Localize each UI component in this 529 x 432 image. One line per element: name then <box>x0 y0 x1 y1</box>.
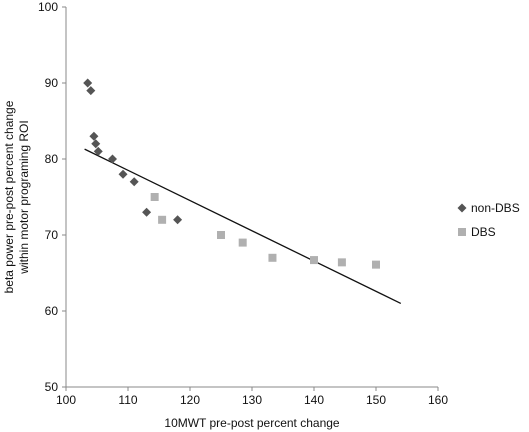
x-tick-label: 130 <box>242 393 262 407</box>
x-tick-label: 150 <box>366 393 386 407</box>
data-point-square <box>337 258 346 267</box>
trendline <box>84 148 402 304</box>
x-tick-label: 160 <box>428 393 448 407</box>
legend-label: non-DBS <box>471 201 520 215</box>
legend-marker-diamond <box>457 203 467 213</box>
data-point-square <box>372 260 380 269</box>
data-point-square <box>268 253 277 262</box>
data-point-diamond <box>86 86 96 96</box>
data-point-diamond <box>173 215 183 225</box>
x-tick-label: 110 <box>118 393 137 407</box>
y-axis-title-line-2: within motor programing ROI <box>17 120 31 274</box>
data-point-diamond <box>129 177 139 187</box>
data-point-square <box>238 238 247 247</box>
y-axis-ticks: 50 60 70 80 90 100 <box>38 0 66 394</box>
data-point-square <box>310 256 318 265</box>
y-tick-label: 100 <box>38 0 58 14</box>
data-point-diamond <box>108 154 117 164</box>
data-point-diamond <box>91 139 101 149</box>
legend-item-dbs: DBS <box>458 225 496 239</box>
data-point-square <box>217 231 225 239</box>
y-tick-label: 90 <box>45 76 59 90</box>
y-tick-label: 80 <box>45 152 59 166</box>
legend-label: DBS <box>471 225 496 239</box>
y-tick-label: 60 <box>45 304 59 318</box>
x-tick-label: 120 <box>180 393 200 407</box>
series-dbs <box>150 193 380 269</box>
y-tick-label: 70 <box>45 228 59 242</box>
y-tick-label: 50 <box>45 380 59 394</box>
x-tick-label: 140 <box>304 393 324 407</box>
x-tick-label: 100 <box>56 393 76 407</box>
data-point-square <box>150 193 159 201</box>
axes <box>65 7 438 388</box>
data-point-diamond <box>89 131 99 141</box>
series-non-dbs <box>83 78 183 225</box>
data-point-diamond <box>118 169 128 179</box>
data-point-square <box>158 215 167 224</box>
x-axis-ticks: 100 110 120 130 140 150 160 <box>56 387 448 407</box>
data-points <box>83 78 380 269</box>
y-axis-title-line-1: beta power pre-post percent change <box>2 100 16 293</box>
x-axis-title: 10MWT pre-post percent change <box>164 416 340 430</box>
legend-item-non-dbs: non-DBS <box>457 201 520 215</box>
y-axis-title: beta power pre-post percent change withi… <box>2 100 31 293</box>
legend: non-DBS DBS <box>457 201 520 239</box>
data-point-diamond <box>142 207 152 217</box>
data-point-diamond <box>93 146 103 156</box>
data-point-diamond <box>83 78 93 88</box>
legend-marker-square <box>458 228 466 236</box>
